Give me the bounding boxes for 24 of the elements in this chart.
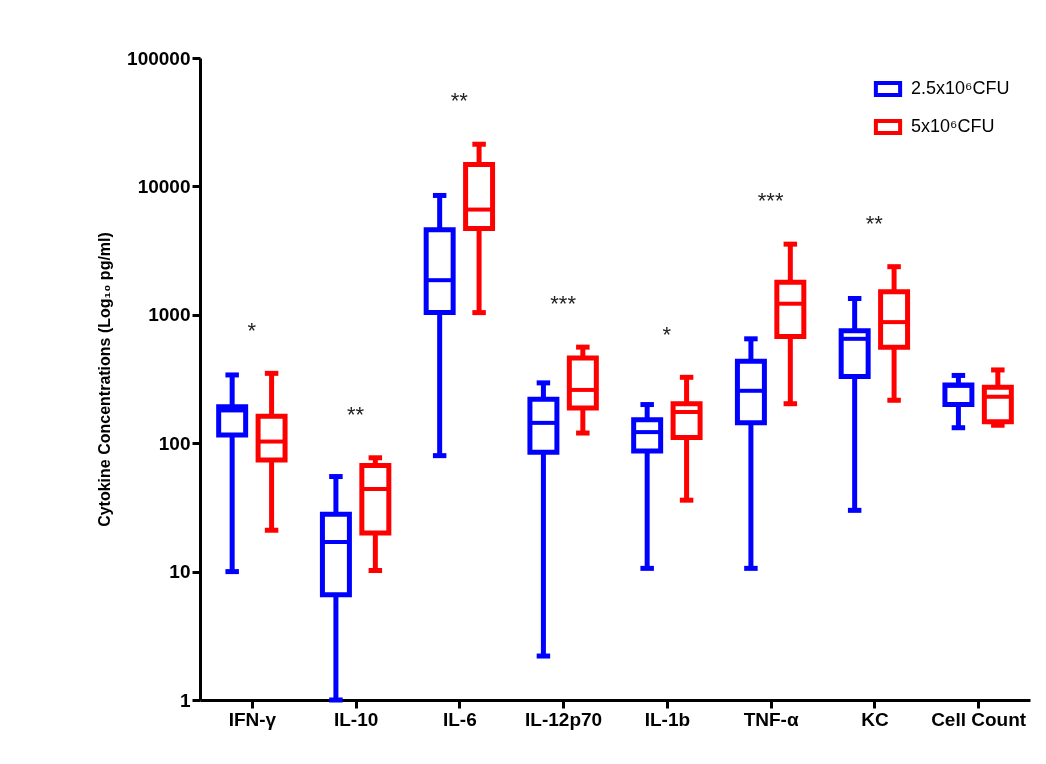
legend-label: 5x10⁶CFU (911, 116, 995, 136)
x-tick-label: IL-6 (442, 708, 477, 730)
x-tick-label: IL-1b (644, 708, 691, 730)
x-tick-label: IFN-γ (228, 708, 277, 730)
legend-label: 2.5x10⁶CFU (911, 78, 1010, 98)
x-tick-label: TNF-α (743, 708, 799, 730)
annotation: * (247, 317, 257, 343)
y-tick-label: 100000 (127, 47, 191, 69)
y-tick-label: 10 (169, 561, 191, 583)
y-tick-label: 1 (179, 689, 191, 711)
y-tick-label: 10000 (137, 175, 191, 197)
x-tick-label: IL-10 (333, 708, 379, 730)
annotation: *** (757, 188, 784, 214)
annotation: ** (865, 210, 884, 236)
annotation: *** (550, 291, 577, 317)
x-tick-label: KC (861, 708, 889, 730)
y-axis-title: Cytokine Concentrations (Log₁₀ pg/ml) (96, 232, 114, 527)
annotation: ** (347, 402, 365, 427)
y-tick-label: 100 (158, 432, 191, 454)
x-tick-label: Cell Count (931, 708, 1027, 730)
annotation: ** (450, 88, 469, 114)
y-tick-label: 1000 (148, 304, 191, 326)
annotation: * (662, 321, 672, 347)
x-tick-label: IL-12p70 (525, 708, 603, 730)
